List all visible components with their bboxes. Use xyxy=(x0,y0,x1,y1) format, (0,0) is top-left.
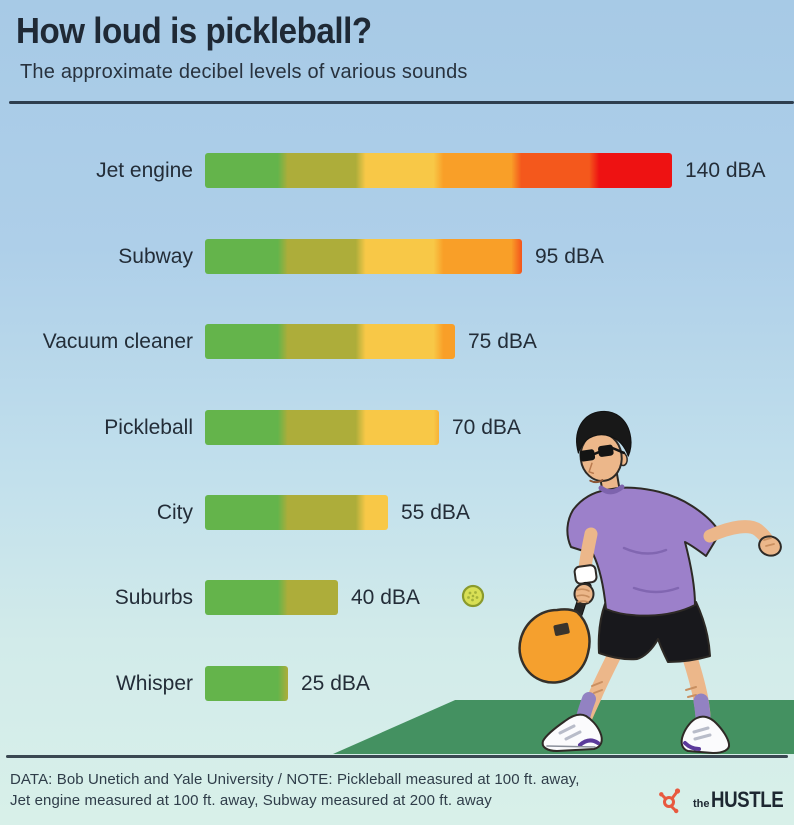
bar-fill xyxy=(205,666,288,701)
bar-row: City 55 dBA xyxy=(0,495,470,530)
brand-name: HUSTLE xyxy=(710,787,784,812)
bar-value-label: 40 dBA xyxy=(351,585,420,609)
bar-category-label: City xyxy=(156,500,193,524)
bar-value-label: 70 dBA xyxy=(452,415,521,439)
brand-logo: the HUSTLE xyxy=(655,785,794,815)
bar-fill xyxy=(205,580,338,615)
page-subtitle: The approximate decibel levels of variou… xyxy=(20,61,468,83)
bar-row: Subway 95 dBA xyxy=(0,239,604,274)
bar-category-label: Subway xyxy=(118,244,193,268)
footer-divider xyxy=(6,755,788,758)
bar-row: Whisper 25 dBA xyxy=(0,666,370,701)
bar-value-label: 55 dBA xyxy=(401,500,470,524)
bar-fill xyxy=(205,410,439,445)
pickleball-icon xyxy=(461,584,485,608)
bar-row: Vacuum cleaner 75 dBA xyxy=(0,324,537,359)
header-divider xyxy=(9,101,794,104)
bar-fill xyxy=(205,239,522,274)
bar-value-label: 95 dBA xyxy=(535,244,604,268)
bar-value-label: 75 dBA xyxy=(468,329,537,353)
bar-row: Pickleball 70 dBA xyxy=(0,410,521,445)
page-title: How loud is pickleball? xyxy=(16,10,372,51)
bar-fill xyxy=(205,324,455,359)
footer-note-line1: DATA: Bob Unetich and Yale University / … xyxy=(10,771,580,788)
pickleball-player-illustration xyxy=(518,410,782,754)
footer-note-line2: Jet engine measured at 100 ft. away, Sub… xyxy=(10,792,492,809)
bar-row: Jet engine 140 dBA xyxy=(0,153,766,188)
bar-fill xyxy=(205,153,672,188)
bar-category-label: Jet engine xyxy=(96,158,193,182)
bar-row: Suburbs 40 dBA xyxy=(0,580,420,615)
bar-value-label: 25 dBA xyxy=(301,671,370,695)
bar-category-label: Suburbs xyxy=(114,585,193,609)
bar-category-label: Pickleball xyxy=(104,415,193,439)
hustle-sprocket-icon xyxy=(659,788,681,814)
bar-fill xyxy=(205,495,388,530)
bar-value-label: 140 dBA xyxy=(685,158,766,182)
brand-prefix: the xyxy=(693,798,710,810)
brand-wordmark: the HUSTLE xyxy=(693,787,794,813)
bar-category-label: Whisper xyxy=(115,671,193,695)
bar-category-label: Vacuum cleaner xyxy=(42,329,193,353)
